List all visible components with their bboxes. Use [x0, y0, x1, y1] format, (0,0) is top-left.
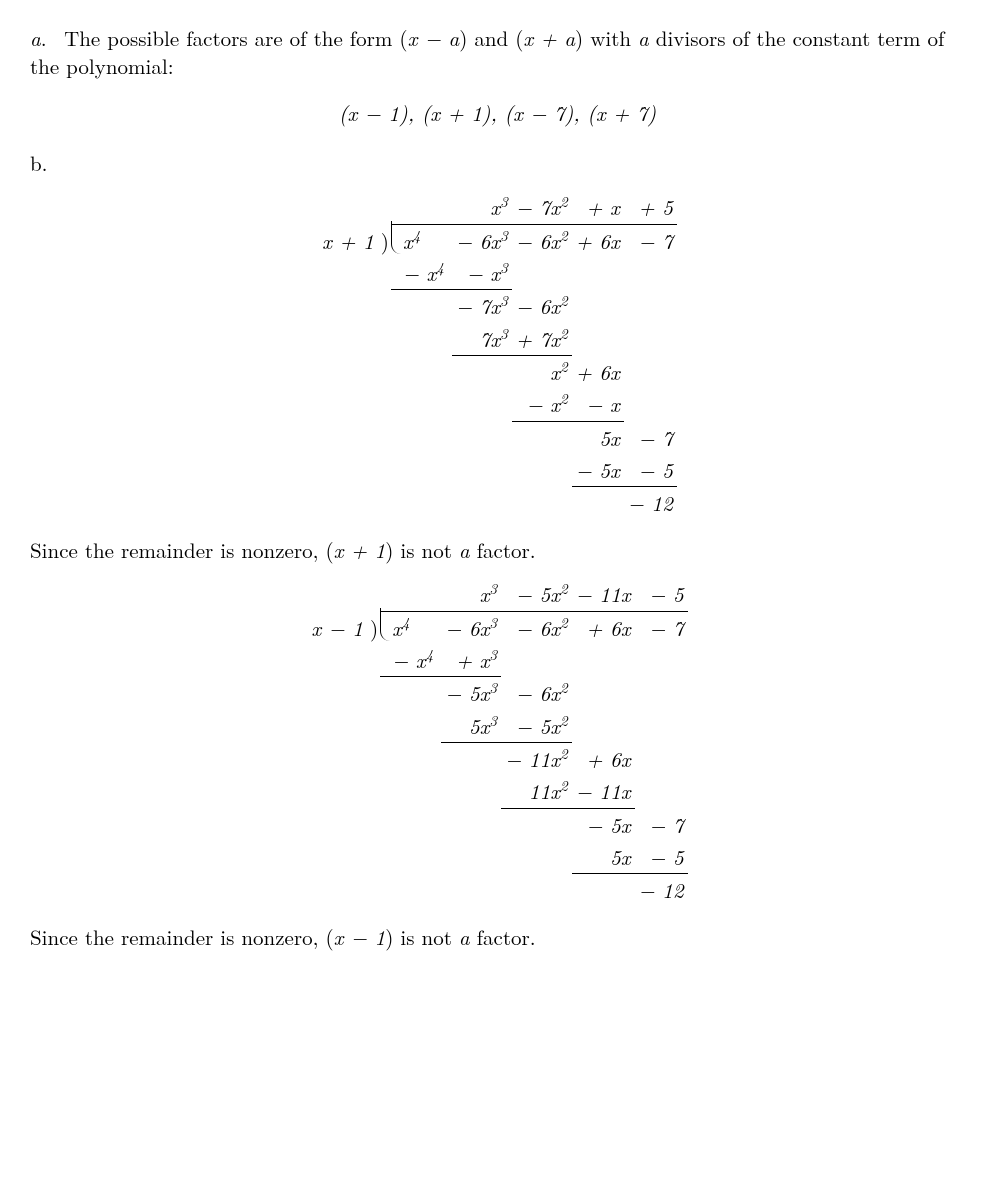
d2-s2c2: − 5x2: [501, 710, 572, 743]
d1-d1: + 6x: [572, 224, 624, 257]
c1b: ) is not a factor.: [385, 535, 535, 565]
d1-d2: − 6x2: [512, 224, 572, 257]
pa-t1: The possible factors are of the form (: [64, 23, 408, 53]
part-b-label: b.: [30, 149, 965, 177]
d1-rem: − 12: [624, 487, 677, 520]
c1f: x + 1: [334, 535, 386, 565]
d2-s3c1: − 11x: [572, 775, 635, 808]
d1-d3: − 6x3: [452, 224, 512, 257]
d2-r2c2: − 11x2: [501, 742, 572, 775]
d1-q0: + 5: [624, 191, 677, 224]
factor-list: (x − 1), (x + 1), (x − 7), (x + 7): [30, 99, 965, 127]
d2-s1c4: − x4: [380, 644, 441, 677]
d2-r3c1: − 5x: [572, 808, 635, 841]
d1-d4: x4: [391, 224, 452, 257]
pa-t2: ) and (: [459, 23, 523, 53]
pa-t3: ) with: [575, 23, 638, 53]
d1-r1c2: − 6x2: [512, 290, 572, 323]
long-division-2: x3 − 5x2 − 11x − 5 x − 1 ) x4 − 6x3 − 6x…: [30, 578, 965, 906]
part-a-text: a. The possible factors are of the form …: [30, 24, 965, 81]
d2-d2: − 6x2: [501, 611, 572, 644]
d1-s3c1: − x: [572, 388, 624, 421]
d2-s3c2: 11x2: [501, 775, 572, 808]
d2-rem: − 12: [635, 874, 688, 907]
conclusion-1: Since the remainder is nonzero, (x + 1) …: [30, 536, 965, 564]
c2f: x − 1: [334, 922, 386, 952]
d1-s4c1: − 5x: [572, 454, 624, 487]
d1-r2c1: + 6x: [572, 356, 624, 389]
d2-d3: − 6x3: [441, 611, 501, 644]
pa-a: a: [638, 23, 649, 53]
pa-xp: x + a: [523, 23, 575, 53]
d2-divisor: x − 1: [311, 613, 363, 643]
d2-s4c1: 5x: [572, 841, 635, 874]
d1-q2: − 7x2: [512, 191, 572, 224]
d1-q3: x3: [452, 191, 512, 224]
part-a-label: a.: [30, 23, 47, 53]
c1a: Since the remainder is nonzero, (: [30, 535, 334, 565]
d1-r2c2: x2: [512, 356, 572, 389]
d1-s1c4: − x4: [391, 257, 452, 290]
d2-r1c3: − 5x3: [441, 677, 501, 710]
pa-xm: x − a: [408, 23, 460, 53]
long-division-1: x3 − 7x2 + x + 5 x + 1 ) x4 − 6x3 − 6x2 …: [30, 191, 965, 519]
d1-r3c0: − 7: [624, 421, 677, 454]
d1-s1c3: − x3: [452, 257, 512, 290]
d1-d0: − 7: [624, 224, 677, 257]
d1-q1: + x: [572, 191, 624, 224]
d1-divisor: x + 1: [322, 226, 374, 256]
d2-q1: − 11x: [572, 578, 635, 611]
d2-s1c3: + x3: [441, 644, 501, 677]
d1-s4c0: − 5: [624, 454, 677, 487]
conclusion-2: Since the remainder is nonzero, (x − 1) …: [30, 923, 965, 951]
d1-r1c3: − 7x3: [452, 290, 512, 323]
d2-d4: x4: [380, 611, 441, 644]
c2b: ) is not a factor.: [385, 922, 535, 952]
d2-q2: − 5x2: [501, 578, 572, 611]
d2-s2c3: 5x3: [441, 710, 501, 743]
d2-q0: − 5: [635, 578, 688, 611]
d1-s2c3: 7x3: [452, 323, 512, 356]
d2-s4c0: − 5: [635, 841, 688, 874]
d2-q3: x3: [441, 578, 501, 611]
d1-s2c2: + 7x2: [512, 323, 572, 356]
d2-d0: − 7: [635, 611, 688, 644]
d2-r3c0: − 7: [635, 808, 688, 841]
c2a: Since the remainder is nonzero, (: [30, 922, 334, 952]
d2-d1: + 6x: [572, 611, 635, 644]
d2-r1c2: − 6x2: [501, 677, 572, 710]
d2-r2c1: + 6x: [572, 742, 635, 775]
d1-s3c2: − x2: [512, 388, 572, 421]
d1-r3c1: 5x: [572, 421, 624, 454]
